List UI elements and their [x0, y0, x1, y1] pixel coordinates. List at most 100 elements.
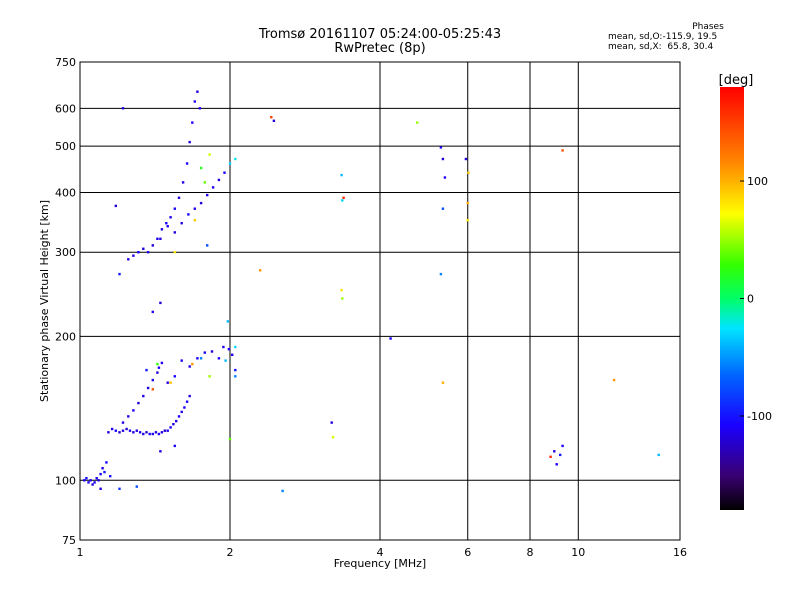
data-point — [342, 196, 345, 199]
data-point — [185, 162, 189, 165]
data-point — [128, 429, 132, 432]
data-point — [121, 429, 125, 432]
data-point — [173, 207, 176, 210]
data-point — [105, 461, 108, 464]
data-point — [441, 157, 445, 161]
y-tick-label: 100 — [55, 474, 76, 487]
data-point — [464, 157, 468, 161]
data-point — [169, 216, 172, 219]
data-point — [166, 225, 169, 228]
data-point — [228, 437, 232, 441]
y-tick-label: 400 — [55, 186, 76, 199]
y-tick-label: 750 — [55, 56, 76, 69]
data-point — [549, 455, 552, 458]
data-point — [138, 431, 142, 434]
plot-frame — [79, 61, 681, 541]
data-point — [217, 357, 221, 360]
data-point — [196, 90, 199, 93]
data-point — [439, 146, 443, 149]
data-point — [151, 378, 154, 382]
data-point — [146, 251, 150, 254]
data-point — [193, 207, 196, 210]
data-point — [188, 394, 191, 398]
data-point — [441, 207, 445, 210]
data-point — [145, 431, 148, 434]
data-point — [132, 431, 135, 434]
data-point — [132, 409, 135, 412]
data-point — [93, 481, 96, 484]
data-point — [173, 251, 176, 254]
data-point — [118, 272, 121, 276]
data-point — [331, 436, 335, 439]
data-point — [177, 415, 181, 418]
data-point — [222, 345, 225, 349]
data-point — [166, 429, 169, 432]
data-point — [341, 199, 344, 202]
data-point — [270, 116, 273, 119]
data-point — [234, 157, 237, 161]
data-point — [185, 400, 189, 403]
data-point — [137, 401, 140, 405]
data-point — [101, 467, 104, 470]
y-tick-label: 300 — [55, 246, 76, 259]
data-point — [151, 388, 154, 391]
data-point — [181, 181, 185, 184]
data-point — [177, 196, 181, 199]
data-point — [206, 193, 209, 197]
data-point — [85, 477, 88, 480]
x-tick-label: 6 — [464, 546, 471, 559]
data-point — [203, 181, 206, 184]
data-point — [163, 429, 166, 432]
x-axis-label: Frequency [MHz] — [334, 557, 426, 570]
y-tick-label: 600 — [55, 102, 76, 115]
data-point — [466, 201, 469, 205]
data-point — [203, 351, 206, 354]
data-point — [118, 431, 121, 434]
data-point — [199, 357, 203, 360]
data-point — [99, 472, 102, 476]
data-point — [151, 244, 154, 247]
data-point — [103, 470, 106, 474]
data-point — [234, 345, 237, 349]
data-point — [169, 381, 172, 384]
y-axis-ticks: 75 100 200 300 400 500 600 750 — [55, 56, 76, 547]
data-point — [555, 463, 558, 466]
data-point — [441, 381, 445, 384]
colorbar-ticks: 100 0 -100 — [740, 175, 772, 423]
x-tick-label: 4 — [377, 546, 384, 559]
data-point — [281, 489, 284, 493]
data-point — [231, 353, 234, 356]
phase-stats-heading: Phases — [692, 22, 724, 32]
data-point — [188, 365, 191, 368]
x-tick-label: 10 — [571, 546, 585, 559]
data-point — [223, 171, 226, 174]
data-point — [91, 483, 94, 486]
x-axis-ticks: 1 2 4 6 8 10 16 — [77, 546, 688, 559]
data-point — [416, 121, 419, 124]
data-point — [146, 386, 150, 390]
data-point — [439, 272, 443, 276]
data-point — [135, 485, 138, 488]
data-point — [154, 431, 158, 434]
data-point — [175, 419, 178, 423]
data-point — [466, 219, 469, 222]
data-point — [210, 350, 214, 353]
data-point — [157, 366, 161, 369]
data-point — [173, 231, 176, 234]
data-point — [114, 429, 117, 432]
x-tick-label: 16 — [673, 546, 687, 559]
y-tick-label: 75 — [62, 534, 76, 547]
data-point — [142, 394, 145, 398]
data-point — [211, 186, 215, 189]
data-point — [142, 432, 145, 436]
data-point — [159, 450, 162, 453]
data-point — [160, 431, 164, 434]
data-point — [341, 297, 344, 300]
y-tick-label: 500 — [55, 140, 76, 153]
data-point — [121, 107, 125, 110]
data-point — [227, 348, 231, 351]
data-point — [198, 107, 202, 110]
data-point — [118, 487, 121, 490]
data-point — [188, 140, 191, 144]
